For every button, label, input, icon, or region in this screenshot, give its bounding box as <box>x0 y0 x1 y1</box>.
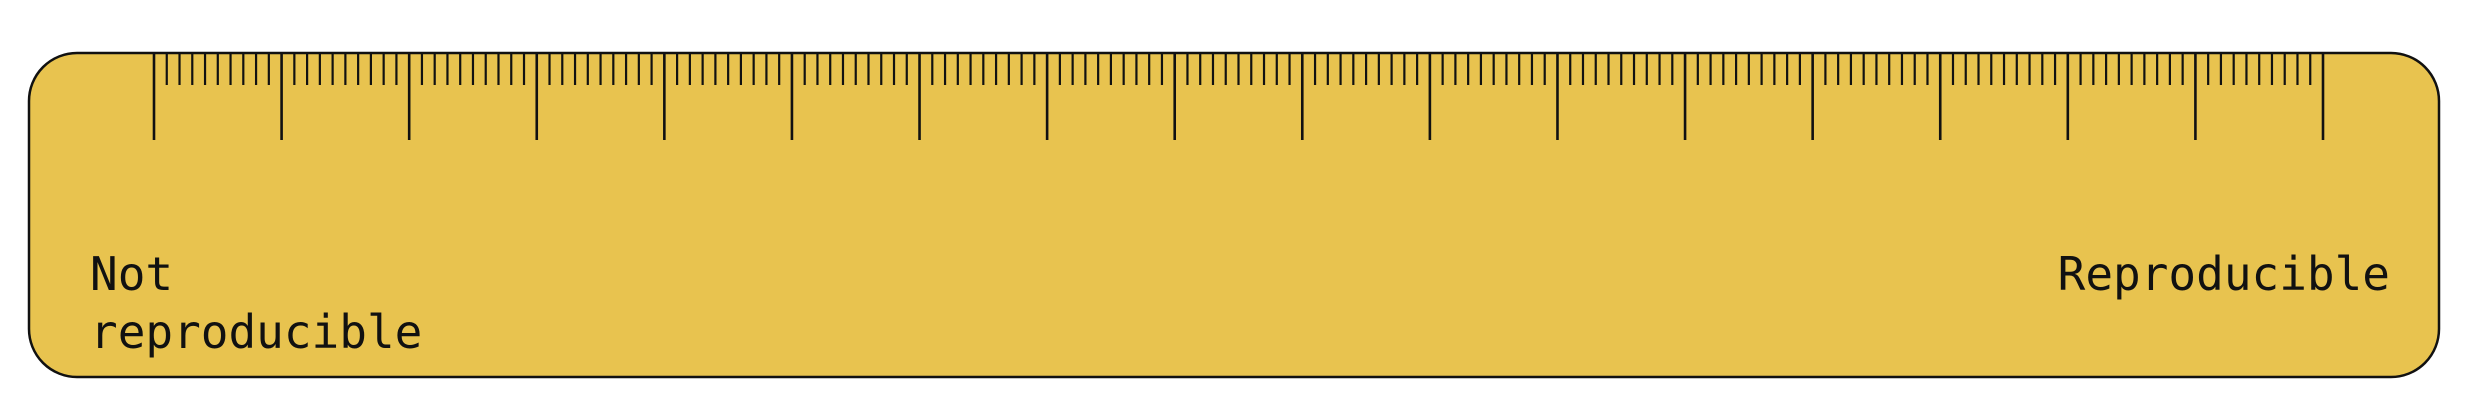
ruler-ticks <box>152 54 2325 140</box>
right-label: Reproducible <box>2058 247 2390 301</box>
left-label-line-2: reproducible <box>90 305 422 359</box>
ruler-body <box>27 51 2441 379</box>
left-label-line-1: Not <box>90 247 173 301</box>
